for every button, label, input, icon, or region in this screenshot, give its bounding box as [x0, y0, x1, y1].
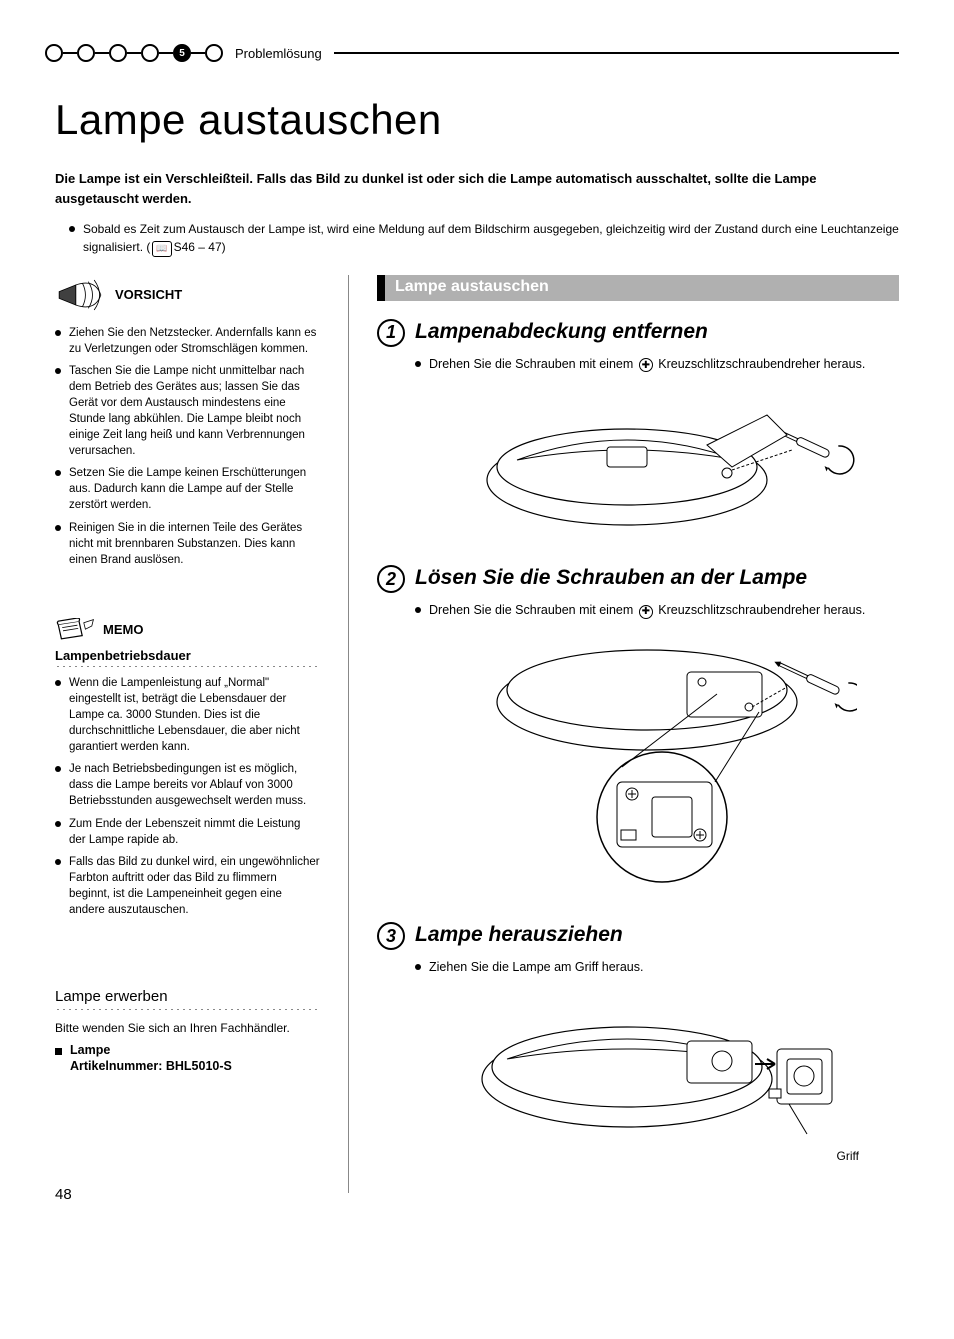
figure-pull-lamp: [415, 989, 899, 1149]
step-number-badge: 2: [377, 565, 405, 593]
notepad-icon: [55, 618, 95, 642]
purchase-heading: Lampe erwerben: [55, 988, 320, 1005]
purchase-item: Lampe: [55, 1043, 320, 1057]
breadcrumb-chain: 5 Problemlösung: [45, 40, 899, 66]
phillips-icon: ✚: [639, 605, 653, 619]
figure-label-handle: Griff: [377, 1149, 859, 1163]
page-title: Lampe austauschen: [55, 96, 899, 144]
page-ref-icon: 📖: [152, 241, 171, 257]
step-number-badge: 3: [377, 922, 405, 950]
phillips-icon: ✚: [639, 358, 653, 372]
intro-bullet: Sobald es Zeit zum Austausch der Lampe i…: [69, 220, 899, 257]
caution-list: Ziehen Sie den Netzstecker. Andernfalls …: [55, 325, 320, 568]
step-number-badge: 1: [377, 319, 405, 347]
chapter-title: Problemlösung: [235, 46, 322, 61]
step-1: 1 Lampenabdeckung entfernen Drehen Sie d…: [377, 319, 899, 536]
megaphone-icon: [55, 275, 105, 315]
figure-loosen-screws: [415, 632, 899, 892]
intro-text: Die Lampe ist ein Verschleißteil. Falls …: [55, 169, 899, 208]
section-bar: Lampe austauschen: [377, 275, 899, 301]
purchase-text: Bitte wenden Sie sich an Ihren Fachhändl…: [55, 1018, 320, 1038]
step-3: 3 Lampe herausziehen Ziehen Sie die Lamp…: [377, 922, 899, 1163]
caution-heading: VORSICHT: [55, 275, 320, 315]
memo-list: Wenn die Lampenleistung auf „Normal" ein…: [55, 675, 320, 918]
step-2: 2 Lösen Sie die Schrauben an der Lampe D…: [377, 565, 899, 892]
memo-subheading: Lampenbetriebsdauer: [55, 648, 320, 663]
part-number: Artikelnummer: BHL5010-S: [70, 1059, 320, 1073]
chapter-number-badge: 5: [173, 44, 191, 62]
memo-heading: MEMO: [55, 618, 320, 642]
figure-remove-cover: [415, 385, 899, 535]
page-number: 48: [55, 1186, 72, 1203]
